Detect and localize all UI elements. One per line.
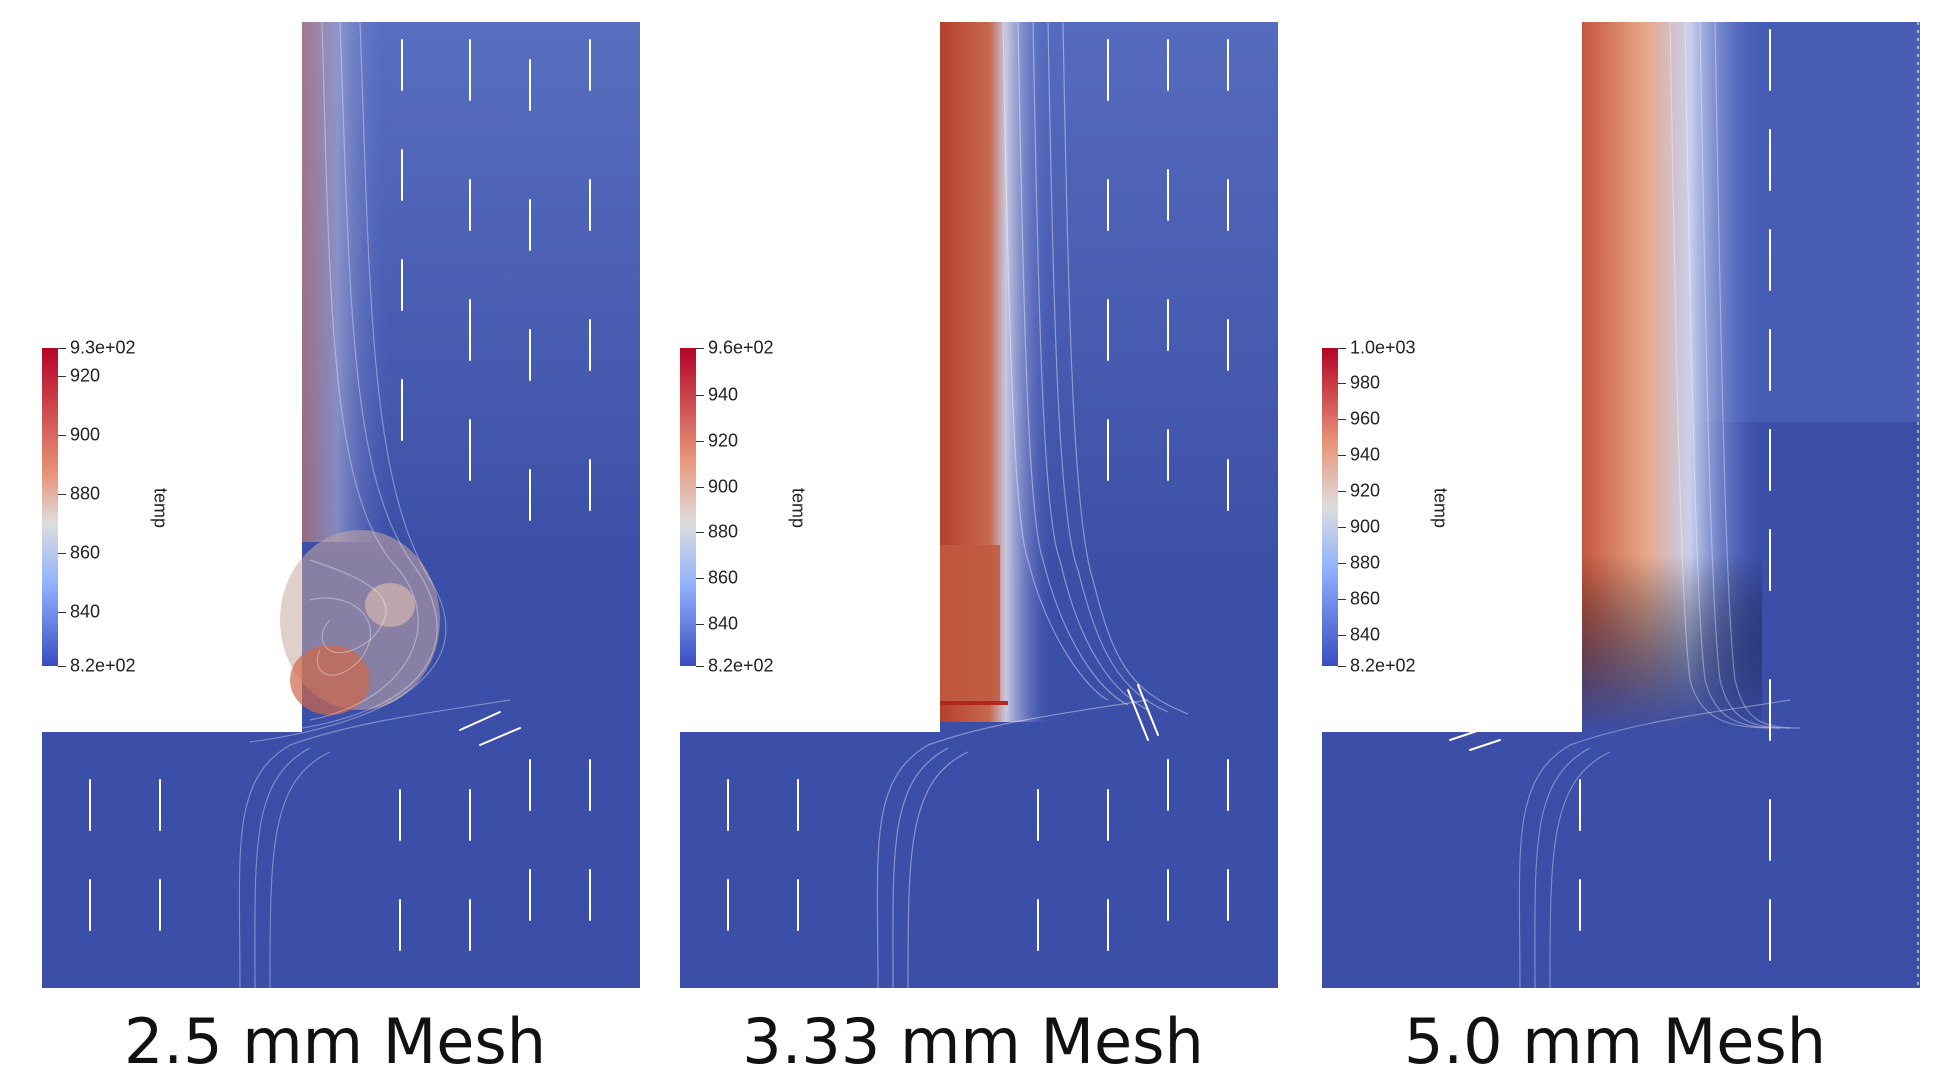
colorbar-tick-label: 860 <box>708 568 738 589</box>
colorbar-tick <box>696 441 704 442</box>
colorbar-tick-label: 960 <box>1350 409 1380 430</box>
colorbar-tick-label: 840 <box>708 614 738 635</box>
colorbar-title: temp <box>788 488 809 528</box>
colorbar-title: temp <box>150 488 171 528</box>
colorbar-tick-label: 880 <box>1350 553 1380 574</box>
colorbar-max-label: 1.0e+03 <box>1350 338 1416 359</box>
colorbar-min-label: 8.2e+02 <box>70 656 136 677</box>
colorbar-min-label: 8.2e+02 <box>708 656 774 677</box>
colorbar-tick-label: 840 <box>1350 625 1380 646</box>
colorbar-tick-label: 860 <box>70 543 100 564</box>
colorbar: 1.0e+03 980 960 940 920 900 880 860 840 … <box>1322 348 1432 670</box>
colorbar-tick-label: 880 <box>708 522 738 543</box>
mesh-caption: 2.5 mm Mesh <box>30 1005 640 1078</box>
colorbar-tick-label: 860 <box>1350 589 1380 610</box>
colorbar-tick-label: 920 <box>708 431 738 452</box>
mesh-caption: 3.33 mm Mesh <box>668 1005 1278 1078</box>
colorbar-tick <box>1338 419 1346 420</box>
hot-wall-region <box>302 22 392 542</box>
colorbar-title: temp <box>1430 488 1451 528</box>
colorbar-tick-label: 940 <box>1350 445 1380 466</box>
colorbar-tick <box>1338 635 1346 636</box>
colorbar-tick <box>696 395 704 396</box>
colorbar-tick <box>1338 563 1346 564</box>
colorbar-tick <box>696 624 704 625</box>
colorbar-max-label: 9.6e+02 <box>708 338 774 359</box>
colorbar-gradient <box>1322 348 1338 666</box>
panel-mesh-3-33mm: 9.6e+02 940 920 900 880 860 840 8.2e+02 … <box>668 0 1278 1090</box>
colorbar: 9.3e+02 920 900 880 860 840 8.2e+02 temp <box>42 348 152 670</box>
panel-mesh-5-0mm: 1.0e+03 980 960 940 920 900 880 860 840 … <box>1310 0 1920 1090</box>
colorbar-tick <box>1338 455 1346 456</box>
colorbar-tick <box>1338 491 1346 492</box>
colorbar-tick <box>696 348 704 349</box>
colorbar-tick <box>58 494 66 495</box>
colorbar-tick-label: 900 <box>708 477 738 498</box>
colorbar-tick-label: 920 <box>70 366 100 387</box>
colorbar-tick <box>696 578 704 579</box>
colorbar-tick <box>58 348 66 349</box>
panel-mesh-2-5mm: 9.3e+02 920 900 880 860 840 8.2e+02 temp… <box>30 0 640 1090</box>
colorbar-tick <box>58 553 66 554</box>
colorbar-tick <box>58 435 66 436</box>
colorbar-tick-label: 900 <box>70 425 100 446</box>
colorbar-tick <box>1338 348 1346 349</box>
colorbar: 9.6e+02 940 920 900 880 860 840 8.2e+02 … <box>680 348 790 670</box>
colorbar-tick <box>1338 383 1346 384</box>
colorbar-tick-label: 900 <box>1350 517 1380 538</box>
colorbar-tick <box>1338 527 1346 528</box>
colorbar-tick-label: 920 <box>1350 481 1380 502</box>
colorbar-tick-label: 880 <box>70 484 100 505</box>
colorbar-tick <box>696 487 704 488</box>
colorbar-gradient <box>680 348 696 666</box>
colorbar-tick <box>58 666 66 667</box>
colorbar-tick-label: 940 <box>708 385 738 406</box>
colorbar-tick <box>696 532 704 533</box>
vortex-core <box>365 583 415 627</box>
colorbar-tick <box>1338 599 1346 600</box>
colorbar-tick <box>58 376 66 377</box>
colorbar-max-label: 9.3e+02 <box>70 338 136 359</box>
colorbar-tick <box>696 666 704 667</box>
colorbar-min-label: 8.2e+02 <box>1350 656 1416 677</box>
mesh-caption: 5.0 mm Mesh <box>1310 1005 1920 1078</box>
hot-spot <box>290 645 370 715</box>
colorbar-tick <box>58 612 66 613</box>
colorbar-tick-label: 840 <box>70 602 100 623</box>
colorbar-tick-label: 980 <box>1350 373 1380 394</box>
colorbar-tick <box>1338 666 1346 667</box>
colorbar-gradient <box>42 348 58 666</box>
hot-corner-region <box>940 545 1000 705</box>
